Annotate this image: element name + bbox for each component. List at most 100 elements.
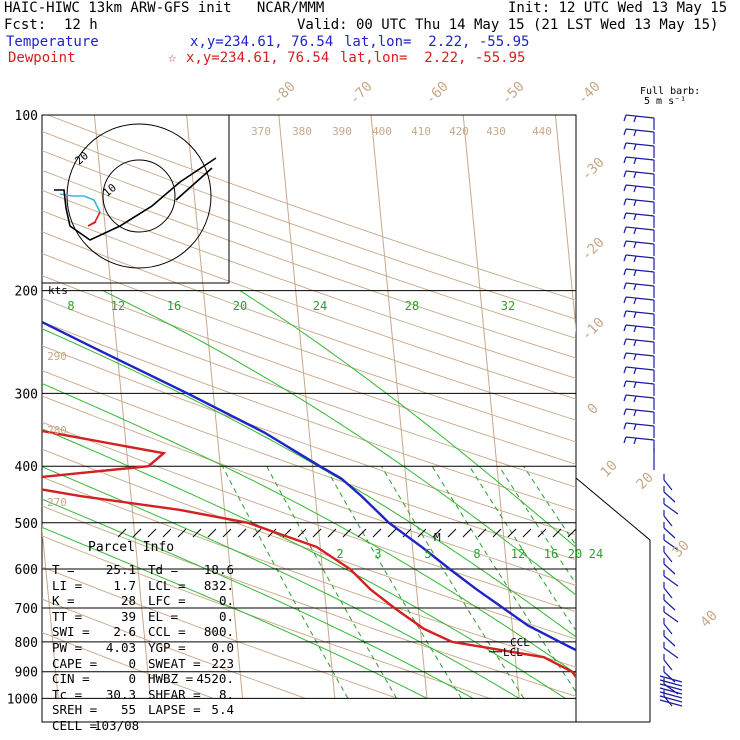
dry-adiabat-line <box>42 297 576 488</box>
dewpoint-xy: x,y=234.61, 76.54 <box>186 50 330 66</box>
dry-adiabat-line <box>42 321 576 512</box>
wind-barb <box>663 515 673 527</box>
parcel-stat-label: SREH = <box>52 702 98 718</box>
wind-barb <box>659 699 683 707</box>
wind-barb <box>623 436 627 444</box>
wind-barb <box>663 551 673 563</box>
wind-barb <box>663 575 679 587</box>
hatch-mark <box>432 528 442 538</box>
isotherm-label: 10 <box>598 458 621 481</box>
theta-label: 380 <box>292 125 312 138</box>
wind-barb <box>623 338 627 346</box>
mixing-ratio-label: 24 <box>589 547 603 561</box>
mixing-ratio-label: 8 <box>67 299 74 313</box>
mixing-ratio-line <box>324 465 462 699</box>
parcel-stat-label: LFC = <box>148 593 186 609</box>
wind-barb <box>659 683 683 691</box>
mixing-ratio-label: 16 <box>167 299 181 313</box>
theta-label: 370 <box>251 125 271 138</box>
dry-adiabat-line <box>42 169 576 359</box>
theta-label: 280 <box>47 424 67 437</box>
isotherm-label: 40 <box>698 608 721 631</box>
parcel-stat-value: 0. <box>218 608 234 624</box>
frame-extension <box>575 477 651 722</box>
wind-barb <box>625 408 655 413</box>
hatch-mark <box>402 528 412 538</box>
wind-barb <box>663 539 679 551</box>
wind-barb <box>623 156 627 164</box>
full-barb-value: 5 m s⁻¹ <box>644 96 687 107</box>
parcel-stat-value: 5.4 <box>211 702 234 718</box>
lcl-label: LCL <box>503 646 523 659</box>
parcel-stat-label: CCL = <box>148 624 186 640</box>
wind-barb <box>663 623 673 635</box>
wind-barb <box>633 129 637 137</box>
mixing-ratio-label: 20 <box>568 547 582 561</box>
hatch-mark <box>357 528 367 538</box>
parcel-stat-label: SWI = <box>52 624 90 640</box>
isotherm-line <box>648 115 704 698</box>
dewpoint-legend: Dewpoint <box>8 50 76 66</box>
hatch-mark <box>222 528 232 538</box>
wind-barb <box>623 408 627 416</box>
wind-barb <box>633 269 637 277</box>
wind-barb <box>623 366 627 374</box>
wind-barb <box>625 156 655 161</box>
dry-adiabat-line <box>42 252 576 443</box>
wind-barb <box>625 226 655 231</box>
wind-barb <box>625 422 655 427</box>
theta-label: 410 <box>411 125 431 138</box>
wind-barb <box>623 212 627 220</box>
hatch-mark <box>327 528 337 538</box>
temperature-legend: Temperature <box>6 34 99 50</box>
wind-barb <box>633 213 637 221</box>
dry-adiabat-line <box>42 210 576 400</box>
temperature-latlon: lat,lon= 2.22, -55.95 <box>344 34 530 50</box>
isotherm-line <box>42 524 59 699</box>
isotherm-line <box>462 115 520 699</box>
parcel-stat-value: 0. <box>218 593 234 609</box>
dry-adiabat-line <box>42 189 576 379</box>
parcel-stat-label: LAPSE = <box>148 702 201 718</box>
wind-barb <box>659 687 683 695</box>
wind-barb <box>623 324 627 332</box>
hatch-mark <box>372 528 382 538</box>
parcel-info-title: Parcel Info <box>88 540 175 555</box>
wind-barb <box>663 611 679 623</box>
wind-barb <box>659 675 683 683</box>
parcel-stat-label: CELL = <box>52 718 98 733</box>
parcel-stat-value: 832. <box>203 577 234 593</box>
wind-barb <box>663 599 676 611</box>
parcel-stat-value: 8. <box>218 686 234 702</box>
wind-barb <box>659 691 683 699</box>
hatch-mark <box>117 528 127 538</box>
wind-barb <box>663 491 676 503</box>
hodograph-units: kts <box>48 284 68 297</box>
pressure-label: 900 <box>15 666 38 681</box>
wind-barb <box>623 394 627 402</box>
wind-barb <box>625 254 655 259</box>
pressure-label: 1000 <box>7 692 38 707</box>
wind-barb <box>623 268 627 276</box>
pressure-label: 400 <box>15 460 38 475</box>
hodograph-frame <box>42 115 230 284</box>
wind-barb <box>623 310 627 318</box>
parcel-stat-label: LCL = <box>148 577 186 593</box>
pressure-label: 800 <box>15 636 38 651</box>
wind-barb <box>663 503 679 515</box>
theta-label: 400 <box>372 125 392 138</box>
hatch-mark <box>207 528 217 538</box>
wind-barb <box>633 297 637 305</box>
hatch-mark <box>132 528 142 538</box>
hodograph-ring-10 <box>102 159 176 233</box>
ccl-label: CCL <box>510 636 530 649</box>
parcel-stat-label: PW = <box>52 640 83 655</box>
hatch-mark <box>162 528 172 538</box>
isotherm-label: -50 <box>499 79 528 108</box>
wind-barb <box>663 635 676 647</box>
hatch-mark <box>537 528 547 538</box>
mixing-ratio-label: 12 <box>511 547 525 561</box>
wind-barb <box>633 437 637 445</box>
parcel-stat-value: 223 <box>211 655 234 671</box>
wind-barb <box>625 324 655 329</box>
